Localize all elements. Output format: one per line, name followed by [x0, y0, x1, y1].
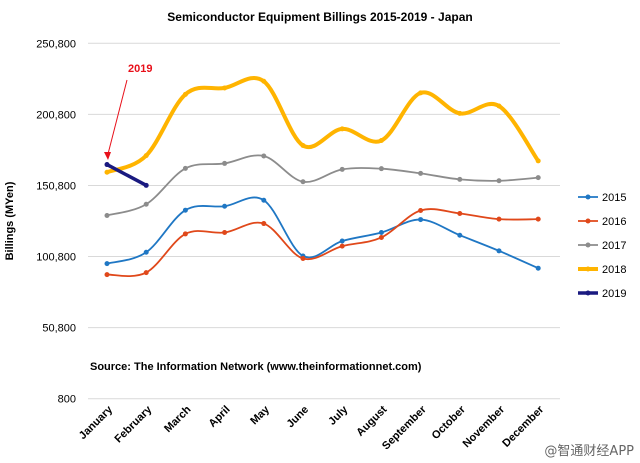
data-point-2019	[143, 182, 149, 188]
data-point-2015	[496, 248, 502, 254]
data-point-2017	[457, 176, 463, 182]
data-point-2016	[418, 207, 424, 213]
data-point-2015	[378, 230, 384, 236]
legend-marker-2019	[585, 290, 591, 296]
data-point-2017	[339, 166, 345, 172]
data-point-2017	[143, 201, 149, 207]
legend-label-2015: 2015	[602, 192, 626, 204]
data-point-2016	[104, 272, 110, 278]
watermark: @智通财经APP	[544, 444, 634, 459]
data-point-2015	[339, 238, 345, 244]
data-point-2016	[143, 270, 149, 276]
x-tick-label: November	[461, 403, 508, 450]
data-point-2018	[496, 103, 502, 109]
y-axis-label: Billings (MYen)	[4, 181, 16, 260]
series-line-2015	[106, 196, 540, 270]
data-point-2015	[104, 261, 110, 267]
chart-title: Semiconductor Equipment Billings 2015-20…	[167, 10, 472, 24]
data-point-2017	[182, 165, 188, 171]
data-point-2015	[182, 207, 188, 213]
data-point-2015	[143, 249, 149, 255]
data-point-2019	[104, 162, 110, 168]
data-point-2018	[378, 138, 384, 144]
legend-marker-2015	[585, 194, 591, 200]
data-point-2017	[104, 212, 110, 218]
data-point-2016	[222, 230, 228, 236]
arrowhead-icon	[104, 152, 111, 160]
series-line-2019	[105, 162, 148, 188]
series-line-2018	[105, 75, 541, 175]
y-tick-label: 50,800	[42, 323, 76, 335]
legend-label-2017: 2017	[602, 240, 626, 252]
x-tick-label: July	[326, 403, 351, 428]
x-tick-label: August	[354, 403, 390, 439]
data-point-2016	[535, 216, 541, 222]
data-point-2015	[222, 203, 228, 209]
data-point-2015	[261, 197, 267, 203]
y-tick-label: 150,800	[36, 180, 76, 192]
data-point-2017	[535, 175, 541, 181]
data-point-2017	[300, 179, 306, 185]
data-point-2016	[182, 231, 188, 237]
data-point-2018	[418, 90, 424, 96]
data-point-2018	[104, 169, 110, 175]
legend-marker-2016	[585, 218, 591, 224]
x-tick-label: October	[430, 403, 469, 442]
legend-label-2018: 2018	[602, 264, 626, 276]
data-point-2017	[222, 160, 228, 166]
data-point-2016	[261, 221, 267, 227]
data-point-2017	[261, 153, 267, 159]
data-point-2018	[457, 110, 463, 116]
data-point-2018	[143, 153, 149, 159]
data-point-2015	[535, 265, 541, 271]
x-tick-label: April	[207, 404, 233, 430]
x-tick-label: March	[162, 403, 194, 435]
data-point-2016	[339, 243, 345, 249]
y-tick-label: 200,800	[36, 109, 76, 121]
x-tick-label: May	[248, 403, 272, 427]
y-tick-label: 250,800	[36, 38, 76, 50]
data-point-2017	[378, 166, 384, 172]
data-point-2015	[418, 217, 424, 223]
legend-label-2019: 2019	[602, 288, 626, 300]
x-tick-label: December	[500, 403, 547, 450]
annotation-label: 2019	[128, 63, 152, 75]
data-point-2018	[300, 143, 306, 149]
data-point-2018	[222, 85, 228, 91]
x-tick-label: June	[284, 404, 311, 431]
data-point-2017	[418, 170, 424, 176]
data-point-2015	[457, 232, 463, 238]
data-point-2016	[457, 210, 463, 216]
data-point-2016	[496, 216, 502, 222]
data-point-2016	[300, 256, 306, 262]
source-note: Source: The Information Network (www.the…	[90, 361, 422, 373]
legend-marker-2017	[585, 242, 591, 248]
series-line-2016	[106, 208, 540, 278]
data-point-2018	[339, 126, 345, 132]
series-line-2017	[106, 154, 540, 217]
data-point-2018	[182, 91, 188, 97]
y-tick-label: 800	[58, 394, 76, 406]
x-tick-label: January	[77, 403, 116, 442]
data-point-2018	[261, 78, 267, 84]
y-tick-label: 100,800	[36, 252, 76, 264]
legend-label-2016: 2016	[602, 216, 626, 228]
x-tick-label: February	[113, 403, 155, 445]
data-point-2018	[535, 158, 541, 164]
annotation-arrow	[107, 79, 128, 155]
data-point-2017	[496, 178, 502, 184]
data-point-2016	[378, 234, 384, 240]
legend-marker-2018	[585, 266, 591, 272]
